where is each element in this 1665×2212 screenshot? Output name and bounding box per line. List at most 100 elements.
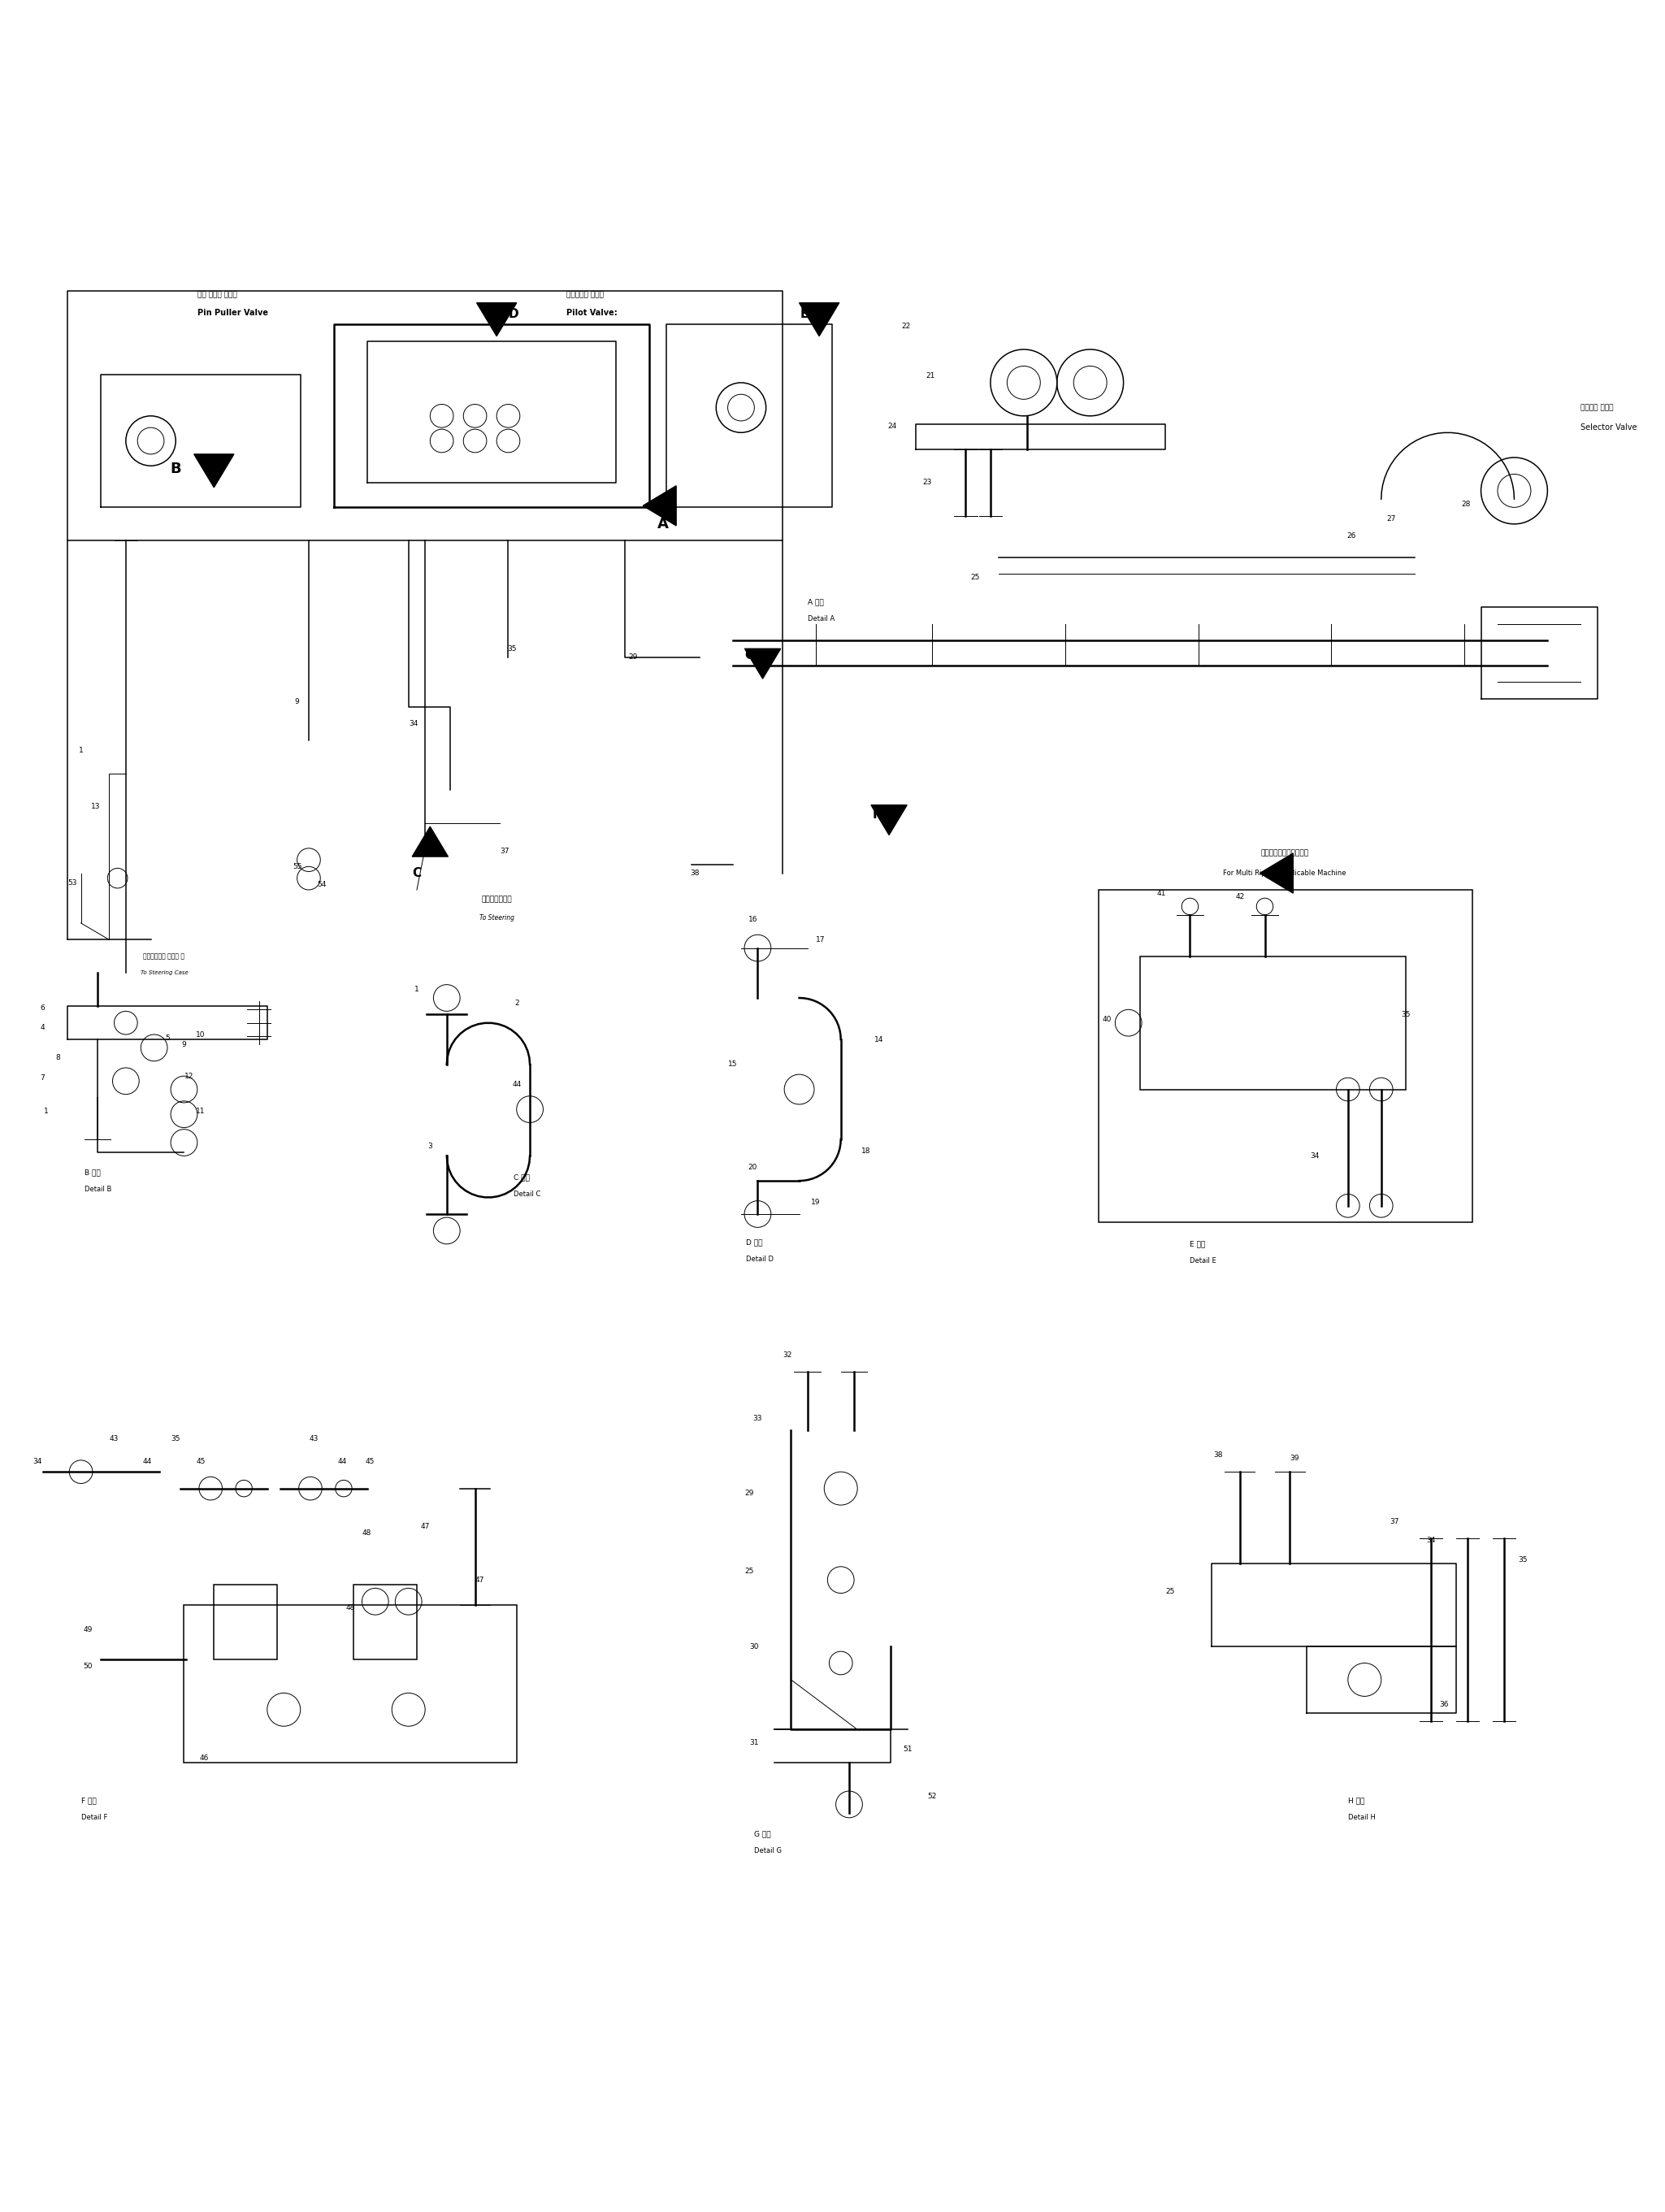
Bar	[353, 1584, 416, 1659]
Polygon shape	[643, 487, 676, 526]
Text: 44: 44	[513, 1082, 521, 1088]
Text: 17: 17	[816, 936, 826, 942]
Text: 44: 44	[143, 1458, 152, 1467]
Text: 13: 13	[92, 803, 100, 810]
Text: 39: 39	[1290, 1455, 1299, 1462]
Text: 19: 19	[811, 1199, 821, 1206]
Text: Detail D: Detail D	[746, 1256, 774, 1263]
Text: 37: 37	[1390, 1517, 1399, 1526]
Text: 7: 7	[40, 1075, 45, 1082]
Text: 15: 15	[728, 1062, 738, 1068]
Text: 34: 34	[1427, 1537, 1435, 1544]
Text: 55: 55	[293, 863, 301, 869]
Text: 21: 21	[926, 372, 936, 380]
Text: Detail G: Detail G	[754, 1847, 783, 1854]
Text: 25: 25	[971, 573, 981, 582]
Text: 14: 14	[874, 1035, 884, 1044]
Text: 49: 49	[83, 1626, 92, 1632]
Polygon shape	[799, 303, 839, 336]
Text: 20: 20	[748, 1164, 758, 1170]
Text: 12: 12	[185, 1073, 193, 1079]
Text: Pilot Valve:: Pilot Valve:	[566, 310, 618, 316]
Text: 29: 29	[744, 1491, 754, 1498]
Text: C 詳細: C 詳細	[513, 1175, 529, 1181]
Text: 47: 47	[476, 1577, 485, 1584]
Text: 32: 32	[783, 1352, 793, 1358]
Text: 40: 40	[1102, 1015, 1112, 1024]
Text: Detail B: Detail B	[85, 1186, 112, 1192]
Text: 45: 45	[366, 1458, 375, 1467]
Text: 35: 35	[171, 1436, 180, 1442]
Text: 3: 3	[428, 1141, 433, 1150]
Text: 25: 25	[1166, 1588, 1175, 1595]
Bar	[185, 1606, 516, 1763]
Text: G 詳細: G 詳細	[754, 1832, 771, 1838]
Text: 38: 38	[1214, 1451, 1222, 1460]
Text: 9: 9	[295, 699, 300, 706]
Text: 4: 4	[40, 1024, 45, 1031]
Text: H: H	[872, 810, 882, 821]
Text: 47: 47	[421, 1524, 430, 1531]
Text: B 詳細: B 詳細	[85, 1168, 100, 1177]
Text: 8: 8	[55, 1055, 60, 1062]
Text: E 詳細: E 詳細	[1190, 1241, 1205, 1248]
Polygon shape	[1260, 854, 1294, 894]
Text: 6: 6	[40, 1004, 45, 1011]
Text: 24: 24	[887, 422, 897, 429]
Text: 46: 46	[200, 1754, 208, 1761]
Text: Detail E: Detail E	[1190, 1256, 1217, 1265]
Text: 54: 54	[318, 880, 326, 889]
Text: マルテリッパ装着車専用: マルテリッパ装着車専用	[1260, 849, 1309, 856]
Text: 34: 34	[1310, 1152, 1319, 1159]
Text: 43: 43	[310, 1436, 318, 1442]
Bar	[1141, 956, 1407, 1088]
Text: 30: 30	[749, 1644, 759, 1650]
Text: 35: 35	[1518, 1557, 1527, 1564]
Text: 31: 31	[749, 1739, 759, 1747]
Polygon shape	[744, 648, 781, 679]
Text: 26: 26	[1347, 533, 1355, 540]
Text: 11: 11	[196, 1108, 205, 1115]
Text: パイロット バルブ: パイロット バルブ	[566, 292, 604, 299]
Text: 48: 48	[363, 1531, 371, 1537]
Text: 51: 51	[902, 1745, 912, 1754]
Text: 29: 29	[628, 653, 638, 661]
Text: C: C	[413, 867, 421, 880]
Text: A: A	[658, 518, 669, 531]
Bar	[215, 1584, 276, 1659]
Text: D: D	[508, 307, 518, 321]
Text: 2: 2	[514, 1000, 519, 1006]
Text: 34: 34	[33, 1458, 42, 1467]
Text: 53: 53	[68, 880, 77, 887]
Text: 18: 18	[861, 1148, 871, 1155]
Text: 43: 43	[110, 1436, 118, 1442]
Text: 9: 9	[181, 1042, 186, 1048]
Text: To Steering: To Steering	[480, 914, 514, 922]
Text: 10: 10	[196, 1031, 205, 1037]
Text: E: E	[799, 307, 809, 321]
Text: Detail H: Detail H	[1349, 1814, 1375, 1820]
Bar	[1099, 889, 1472, 1223]
Text: 25: 25	[744, 1568, 754, 1575]
Text: 45: 45	[196, 1458, 205, 1467]
Text: ステアリング ケース へ: ステアリング ケース へ	[143, 953, 185, 960]
Text: セレクタ バルブ: セレクタ バルブ	[1580, 405, 1613, 411]
Text: For Multi Ripper Applicable Machine: For Multi Ripper Applicable Machine	[1224, 869, 1347, 876]
Text: ピン プラー バルブ: ピン プラー バルブ	[198, 292, 236, 299]
Text: Pin Puller Valve: Pin Puller Valve	[198, 310, 268, 316]
Polygon shape	[195, 453, 233, 487]
Text: 50: 50	[83, 1663, 92, 1670]
Text: 52: 52	[927, 1792, 937, 1801]
Polygon shape	[413, 827, 448, 856]
Text: 35: 35	[1402, 1011, 1410, 1018]
Text: D 詳細: D 詳細	[746, 1239, 763, 1245]
Text: 37: 37	[499, 847, 509, 856]
Polygon shape	[476, 303, 516, 336]
Text: 44: 44	[338, 1458, 346, 1467]
Text: 41: 41	[1157, 889, 1167, 896]
Text: ステアリングへ: ステアリングへ	[481, 896, 511, 902]
Text: 36: 36	[1440, 1701, 1449, 1708]
Text: Detail C: Detail C	[513, 1190, 541, 1197]
Text: 33: 33	[753, 1416, 763, 1422]
Polygon shape	[871, 805, 907, 834]
